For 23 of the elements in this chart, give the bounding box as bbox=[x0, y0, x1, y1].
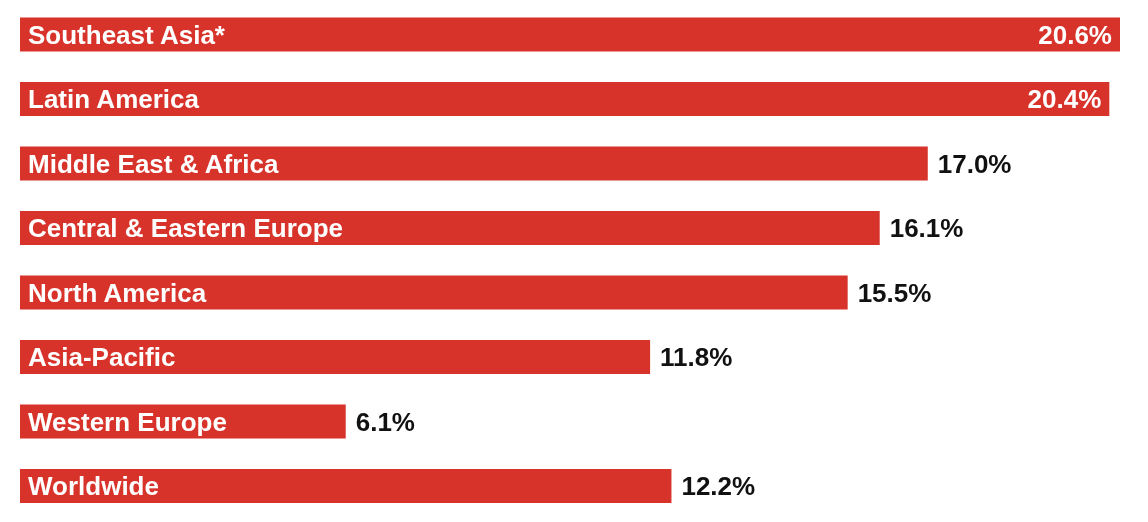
y-tick-label: Worldwide bbox=[28, 471, 159, 502]
y-tick-label: Asia-Pacific bbox=[28, 342, 176, 373]
data-label: 20.6% bbox=[1038, 19, 1112, 50]
bar bbox=[20, 81, 1110, 116]
data-label: 12.2% bbox=[681, 471, 756, 502]
bar bbox=[20, 210, 880, 245]
data-label: 16.1% bbox=[889, 213, 964, 244]
bar bbox=[20, 468, 672, 503]
bar bbox=[20, 17, 1120, 52]
y-tick-label: Southeast Asia* bbox=[28, 19, 226, 50]
y-tick-label: Central & Eastern Europe bbox=[28, 213, 343, 244]
y-tick-label: Western Europe bbox=[28, 406, 227, 437]
bar bbox=[20, 339, 651, 374]
data-label: 11.8% bbox=[660, 342, 733, 373]
data-label: 15.5% bbox=[857, 277, 932, 308]
y-tick-label: Middle East & Africa bbox=[28, 148, 279, 179]
data-label: 17.0% bbox=[937, 148, 1012, 179]
bar bbox=[20, 146, 928, 181]
y-tick-label: Latin America bbox=[28, 84, 200, 115]
data-label: 20.4% bbox=[1027, 84, 1102, 115]
bar bbox=[20, 275, 848, 310]
data-label: 6.1% bbox=[355, 406, 415, 437]
y-tick-label: North America bbox=[28, 277, 207, 308]
